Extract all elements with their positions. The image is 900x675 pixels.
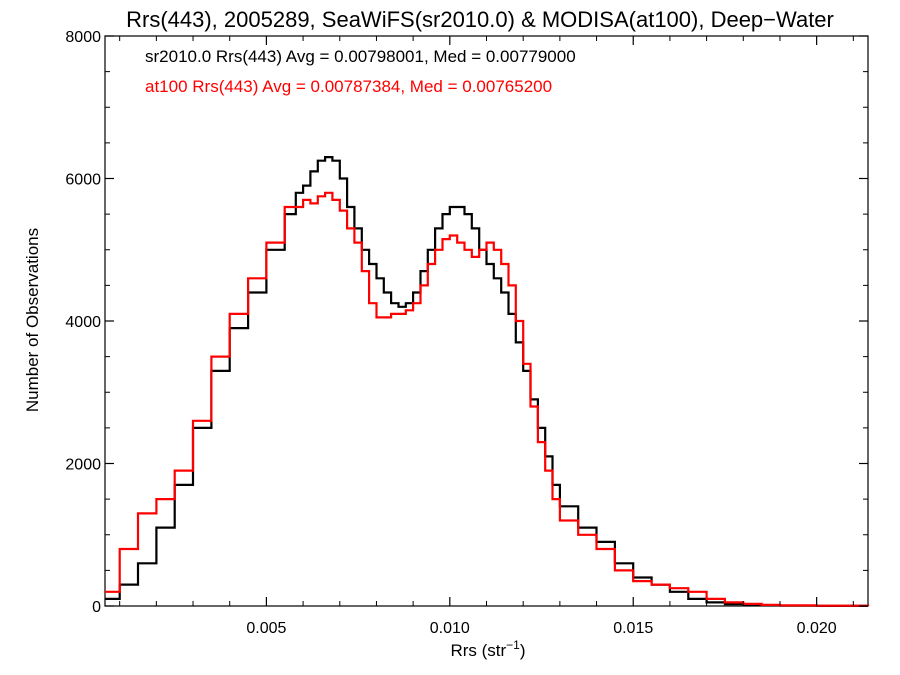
- y-tick-label: 8000: [65, 29, 101, 46]
- plot-area: [104, 35, 869, 607]
- x-tick-label: 0.005: [246, 620, 286, 637]
- x-axis-label: Rrs (str−1): [450, 638, 525, 660]
- ticks-layer: 0.005 0.010 0.015 0.020 0 2000 4000 6000 8000: [65, 29, 868, 637]
- x-tick-label: 0.020: [797, 620, 837, 637]
- y-tick-label: 2000: [65, 457, 101, 474]
- x-tick-label: 0.015: [613, 620, 653, 637]
- x-axis-label-close: ): [520, 641, 526, 660]
- annotation-red: at100 Rrs(443) Avg = 0.00787384, Med = 0…: [145, 77, 552, 96]
- y-tick-label: 0: [92, 599, 101, 616]
- y-axis-label: Number of Observations: [23, 228, 42, 412]
- plot-frame: [104, 35, 869, 607]
- series-layer: [105, 156, 870, 607]
- annotation-black: sr2010.0 Rrs(443) Avg = 0.00798001, Med …: [145, 47, 576, 66]
- y-tick-label: 4000: [65, 314, 101, 331]
- x-axis-label-sup: −1: [506, 638, 520, 652]
- series-line-1: [105, 191, 870, 607]
- chart-title: Rrs(443), 2005289, SeaWiFS(sr2010.0) & M…: [126, 7, 834, 32]
- series-line-0: [105, 156, 870, 607]
- x-tick-label: 0.010: [430, 620, 470, 637]
- y-tick-label: 6000: [65, 172, 101, 189]
- x-axis-label-main: Rrs (str: [450, 641, 506, 660]
